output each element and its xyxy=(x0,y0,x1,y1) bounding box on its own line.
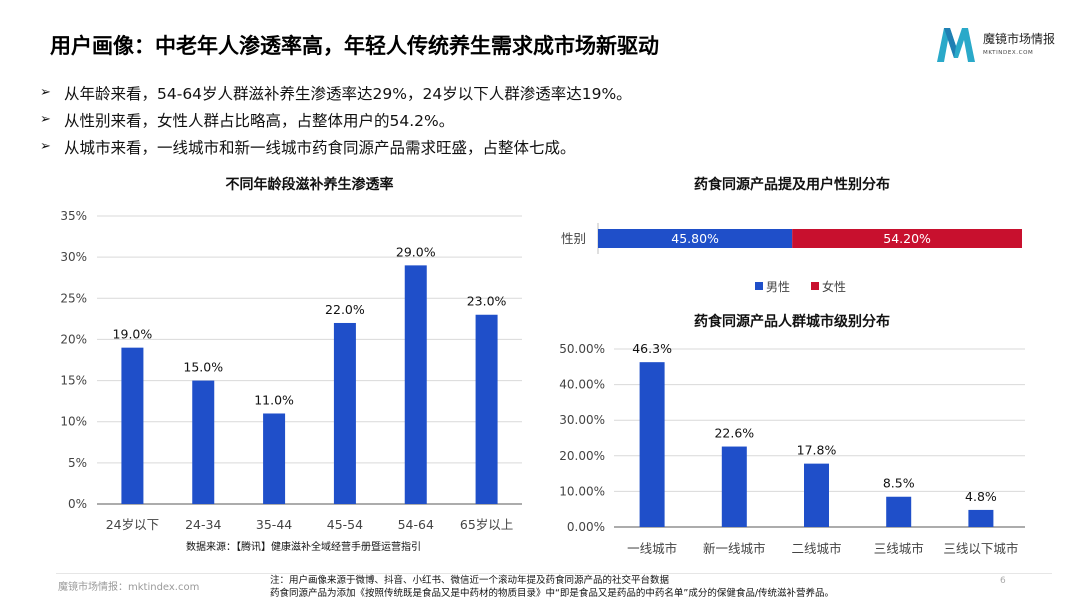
bullet-text: 从性别来看，女性人群占比略高，占整体用户的54.2%。 xyxy=(64,111,455,130)
legend-swatch xyxy=(755,282,763,290)
bar xyxy=(404,265,427,504)
y-tick-label: 50.00% xyxy=(559,342,605,356)
bar xyxy=(804,463,829,527)
summary-bullets: ➢ 从年龄来看，54-64岁人群滋补养生渗透率达29%，24岁以下人群渗透率达1… xyxy=(40,79,632,160)
x-tick-label: 一线城市 xyxy=(627,541,677,556)
x-tick-label: 24岁以下 xyxy=(106,517,159,532)
x-tick-label: 45-54 xyxy=(327,517,363,532)
bullet-item: ➢ 从年龄来看，54-64岁人群滋补养生渗透率达29%，24岁以下人群渗透率达1… xyxy=(40,79,632,106)
y-tick-label: 20% xyxy=(60,332,87,346)
page-number: 6 xyxy=(1000,576,1006,586)
arrow-bullet-icon: ➢ xyxy=(40,85,51,100)
data-label: 4.8% xyxy=(965,489,997,504)
data-label: 11.0% xyxy=(254,392,294,407)
bar xyxy=(333,322,356,504)
bullet-text: 从年龄来看，54-64岁人群滋补养生渗透率达29%，24岁以下人群渗透率达19%… xyxy=(64,84,632,103)
y-tick-label: 0.00% xyxy=(567,520,605,534)
arrow-bullet-icon: ➢ xyxy=(40,139,51,154)
data-label: 29.0% xyxy=(396,244,436,259)
bar xyxy=(968,509,994,527)
bar xyxy=(192,380,215,504)
data-label: 17.8% xyxy=(797,443,837,458)
bar xyxy=(475,314,498,504)
data-label: 23.0% xyxy=(467,294,507,309)
bullet-item: ➢ 从性别来看，女性人群占比略高，占整体用户的54.2%。 xyxy=(40,106,632,133)
x-tick-label: 三线城市 xyxy=(874,541,924,556)
data-label: 54.20% xyxy=(883,231,931,246)
y-tick-label: 35% xyxy=(60,209,87,223)
bullet-text: 从城市来看，一线城市和新一线城市药食同源产品需求旺盛，占整体七成。 xyxy=(64,138,576,157)
chart-title: 药食同源产品人群城市级别分布 xyxy=(694,313,890,330)
x-tick-label: 三线以下城市 xyxy=(943,541,1018,556)
y-tick-label: 30.00% xyxy=(559,413,605,427)
y-tick-label: 25% xyxy=(60,291,87,305)
footer-brand[interactable]: 魔镜市场情报：mktindex.com xyxy=(58,582,200,593)
data-label: 45.80% xyxy=(671,231,719,246)
y-tick-label: 10.00% xyxy=(559,484,605,498)
x-tick-label: 35-44 xyxy=(256,517,292,532)
x-tick-label: 新一线城市 xyxy=(703,541,766,556)
bar-segment xyxy=(598,229,793,248)
logo-subtext: MKTINDEX.COM xyxy=(983,50,1034,56)
data-label: 22.0% xyxy=(325,302,365,317)
footer-note-line: 注：用户画像来源于微博、抖音、小红书、微信近一个滚动年提及药食同源产品的社交平台… xyxy=(270,575,670,586)
y-tick-label: 40.00% xyxy=(559,378,605,392)
data-label: 22.6% xyxy=(714,426,754,441)
y-tick-label: 15% xyxy=(60,374,87,388)
y-tick-label: 5% xyxy=(68,456,87,470)
chart-title: 药食同源产品提及用户性别分布 xyxy=(694,176,890,193)
footer-divider xyxy=(56,573,1052,574)
brand-logo[interactable]: 魔镜市场情报 MKTINDEX.COM xyxy=(935,24,1065,66)
x-tick-label: 54-64 xyxy=(398,517,434,532)
legend-label: 男性 xyxy=(766,280,790,294)
data-label: 8.5% xyxy=(883,476,915,491)
bar-segment xyxy=(792,229,1022,248)
arrow-bullet-icon: ➢ xyxy=(40,112,51,127)
page-title: 用户画像：中老年人渗透率高，年轻人传统养生需求成市场新驱动 xyxy=(50,34,659,58)
y-tick-label: 10% xyxy=(60,415,87,429)
bar xyxy=(121,347,144,504)
chart-title: 不同年龄段滋补养生渗透率 xyxy=(226,176,394,193)
logo-text: 魔镜市场情报 xyxy=(983,32,1056,46)
bar xyxy=(639,362,665,527)
bar xyxy=(886,496,912,527)
bar xyxy=(721,446,747,527)
logo-m-icon xyxy=(937,28,975,62)
legend-label: 女性 xyxy=(822,279,846,294)
footer-note: 注：用户画像来源于微博、抖音、小红书、微信近一个滚动年提及药食同源产品的社交平台… xyxy=(270,574,834,600)
legend-swatch xyxy=(811,282,819,290)
bar xyxy=(263,413,286,504)
footer-note-line: 药食同源产品为添加《按照传统既是食品又是中药材的物质目录》中“即是食品又是药品的… xyxy=(270,588,835,599)
data-source-note: 数据来源：【腾讯】健康滋补全域经营手册暨运营指引 xyxy=(186,542,421,553)
y-tick-label: 30% xyxy=(60,250,87,264)
y-category-label: 性别 xyxy=(561,231,586,246)
x-tick-label: 65岁以上 xyxy=(460,517,513,532)
x-tick-label: 24-34 xyxy=(185,517,221,532)
x-tick-label: 二线城市 xyxy=(791,541,841,556)
data-label: 46.3% xyxy=(632,341,672,356)
data-label: 15.0% xyxy=(183,360,223,375)
y-tick-label: 20.00% xyxy=(559,449,605,463)
y-tick-label: 0% xyxy=(68,497,87,511)
data-label: 19.0% xyxy=(113,327,153,342)
bullet-item: ➢ 从城市来看，一线城市和新一线城市药食同源产品需求旺盛，占整体七成。 xyxy=(40,133,632,160)
